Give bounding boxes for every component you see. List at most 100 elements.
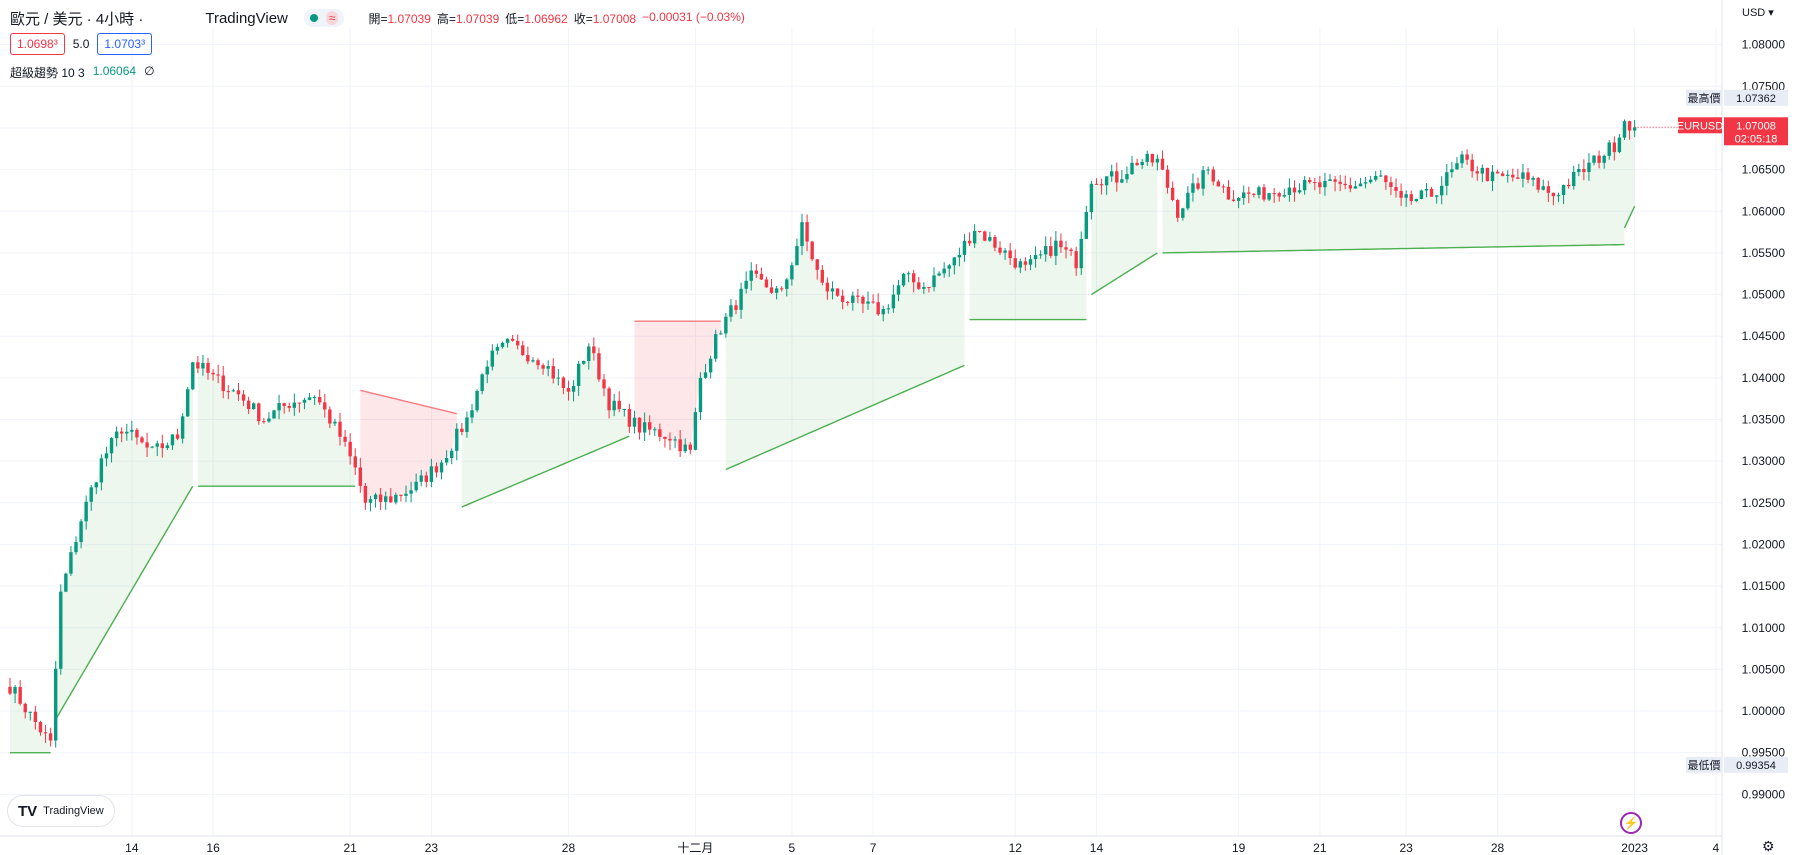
y-tick-label: 1.05000: [1742, 288, 1786, 302]
candle-body: [1292, 187, 1297, 193]
candle-body: [1384, 175, 1388, 183]
candle-body: [673, 439, 677, 441]
candle-body: [571, 385, 576, 392]
candle-body: [734, 305, 738, 310]
ohlc-label: 收=: [573, 11, 593, 26]
candle-body: [33, 711, 38, 723]
supertrend-fill-segment: [969, 211, 1087, 320]
candle-body: [1561, 184, 1566, 196]
y-tick-label: 1.01500: [1742, 579, 1786, 593]
candle-body: [1495, 171, 1500, 174]
candle-body: [444, 458, 449, 463]
candle-body: [627, 409, 632, 427]
chart-header: 歐元 / 美元 · 4小時 · TradingView ≈ 開=1.07039 …: [10, 8, 745, 28]
candle-body: [739, 288, 743, 310]
candle-body: [201, 362, 205, 369]
candle-body: [1206, 169, 1210, 171]
gear-icon[interactable]: ⚙: [1762, 838, 1775, 854]
candle-body: [1323, 180, 1327, 188]
x-tick-label: 28: [1491, 841, 1505, 855]
candle-body: [99, 458, 104, 483]
low-price-label: 最低價: [1688, 758, 1721, 772]
y-tick-label: 1.05500: [1742, 246, 1786, 260]
symbol-tag: EURUSD: [1677, 120, 1724, 132]
candle-body: [109, 438, 114, 454]
spread-value: 5.0: [72, 37, 90, 51]
quote-panel: 1.0698³ 5.0 1.0703³: [10, 33, 153, 55]
candle-body: [1181, 208, 1185, 218]
candle-body: [744, 280, 748, 289]
candle-body: [663, 436, 667, 439]
indicator-legend[interactable]: 超級趨勢 10 3 1.06064 ∅: [10, 64, 155, 81]
y-tick-label: 1.08000: [1742, 38, 1786, 52]
candle-body: [135, 429, 139, 438]
candle-body: [429, 466, 434, 482]
candle-body: [1196, 183, 1200, 189]
candle-body: [1358, 183, 1363, 187]
candle-body: [856, 295, 860, 297]
candle-body: [1018, 261, 1023, 268]
candle-body: [972, 230, 977, 244]
y-tick-label: 1.00500: [1742, 662, 1786, 676]
candle-body: [140, 437, 144, 443]
candle-body: [1257, 187, 1261, 195]
time-axis[interactable]: 14 16 21 23 28 十二月 5 7 12 14 19 21 23 28 2023 4: [0, 835, 1722, 855]
candle-body: [1150, 153, 1155, 163]
market-open-icon: [309, 14, 318, 22]
candle-body: [1440, 185, 1444, 196]
candle-body: [942, 268, 946, 274]
last-price-bg: [1724, 117, 1788, 146]
y-tick-label: 1.00000: [1742, 704, 1786, 718]
price-axis[interactable]: 0.99000 0.99500 1.00000 1.00500 1.01000 1.015…: [1721, 0, 1786, 855]
candle-body: [876, 302, 880, 315]
candle-body: [1455, 163, 1459, 170]
candle-body: [1536, 177, 1540, 190]
candle-body: [317, 397, 322, 403]
symbol-title[interactable]: 歐元 / 美元 · 4小時 ·: [10, 10, 144, 28]
candle-body: [729, 305, 733, 317]
candle-body: [94, 482, 99, 488]
supertrend-segment: [1162, 243, 1625, 254]
market-status-pill[interactable]: ≈: [303, 9, 345, 27]
candle-body: [1531, 177, 1535, 180]
candle-body: [1602, 155, 1606, 163]
candle-body: [74, 542, 78, 553]
candle-body: [1008, 250, 1012, 259]
candle-body: [1176, 200, 1180, 218]
candle-body: [307, 397, 312, 400]
sell-button[interactable]: 1.0698³: [10, 33, 65, 55]
candle-body: [790, 265, 794, 280]
candle-body: [1277, 193, 1281, 197]
candle-body: [1353, 186, 1358, 189]
candle-body: [551, 366, 555, 379]
candle-body: [409, 490, 413, 494]
candle-body: [1333, 179, 1337, 182]
candle-body: [698, 377, 703, 413]
candle-body: [1424, 188, 1429, 191]
ohlc-label: 高=: [436, 11, 456, 26]
candle-body: [1394, 186, 1398, 191]
candle-body: [262, 421, 266, 423]
tradingview-logo[interactable]: TV TradingView: [8, 796, 114, 826]
supertrend-fill-segment: [725, 222, 965, 470]
candle-body: [114, 431, 119, 439]
candle-body: [1404, 194, 1408, 198]
buy-button[interactable]: 1.0703³: [97, 33, 153, 55]
candle-body: [510, 338, 515, 341]
candle-body: [1607, 142, 1611, 156]
currency-selector[interactable]: USD ▾: [1742, 7, 1774, 19]
candle-body: [1572, 171, 1576, 187]
candle-body: [155, 443, 159, 447]
candle-body: [389, 496, 393, 503]
candle-body: [1475, 171, 1479, 174]
candle-body: [257, 403, 261, 422]
candle-body: [206, 362, 210, 373]
candle-body: [840, 295, 845, 302]
candle-body: [1247, 192, 1251, 194]
candle-body: [825, 282, 830, 292]
candle-body: [328, 409, 332, 424]
lightning-icon[interactable]: ⚡: [1620, 812, 1642, 834]
candle-body: [439, 462, 444, 473]
candle-body: [988, 237, 992, 241]
